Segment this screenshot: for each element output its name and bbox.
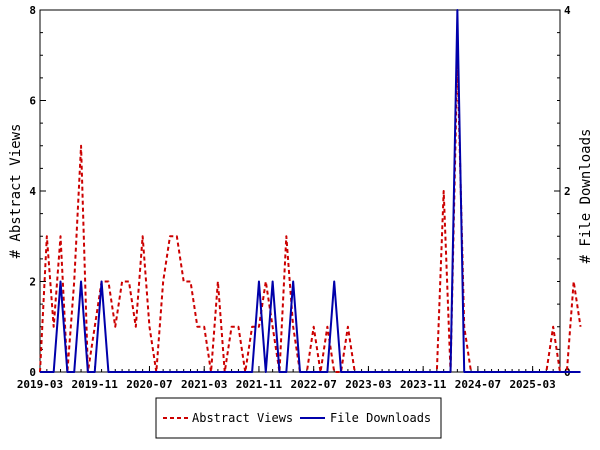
legend-box: [155, 397, 442, 439]
y-axis-right: 024: [554, 4, 571, 379]
series-layer: [39, 9, 582, 373]
x-tick-label: 2023-11: [400, 378, 447, 391]
x-tick-label: 2019-03: [17, 378, 63, 391]
y-left-tick-label: 8: [29, 4, 36, 17]
plot-area: [39, 9, 561, 373]
x-tick-label: 2024-07: [455, 378, 501, 391]
x-tick-label: 2019-11: [72, 378, 119, 391]
y-left-tick-label: 2: [29, 276, 36, 289]
legend-label-abstract-views: Abstract Views: [192, 411, 293, 425]
x-tick-label: 2022-07: [291, 378, 337, 391]
y-axis-title-left: # Abstract Views: [8, 124, 24, 259]
x-tick-label: 2021-11: [236, 378, 283, 391]
x-tick-label: 2021-03: [181, 378, 227, 391]
plot-frame: [39, 9, 561, 373]
legend-label-file-downloads: File Downloads: [330, 411, 431, 425]
y-left-tick-label: 0: [29, 366, 36, 379]
x-tick-label: 2023-03: [345, 378, 391, 391]
legend: Abstract Views File Downloads: [155, 397, 442, 439]
y-left-tick-label: 4: [29, 185, 36, 198]
series-line-file-downloads: [40, 9, 581, 373]
y-axis-title-right: # File Downloads: [578, 129, 594, 264]
x-tick-label: 2020-07: [126, 378, 172, 391]
x-tick-label: 2025-03: [509, 378, 555, 391]
y-axis-left: 0 2 4 6 8: [29, 4, 46, 379]
y-right-tick-label: 4: [564, 4, 571, 17]
y-left-tick-label: 6: [29, 95, 36, 108]
x-axis: 2019-03 2019-11 2020-07 2021-03 2021-11 2022-…: [17, 366, 561, 391]
y-right-tick-label: 2: [564, 185, 571, 198]
